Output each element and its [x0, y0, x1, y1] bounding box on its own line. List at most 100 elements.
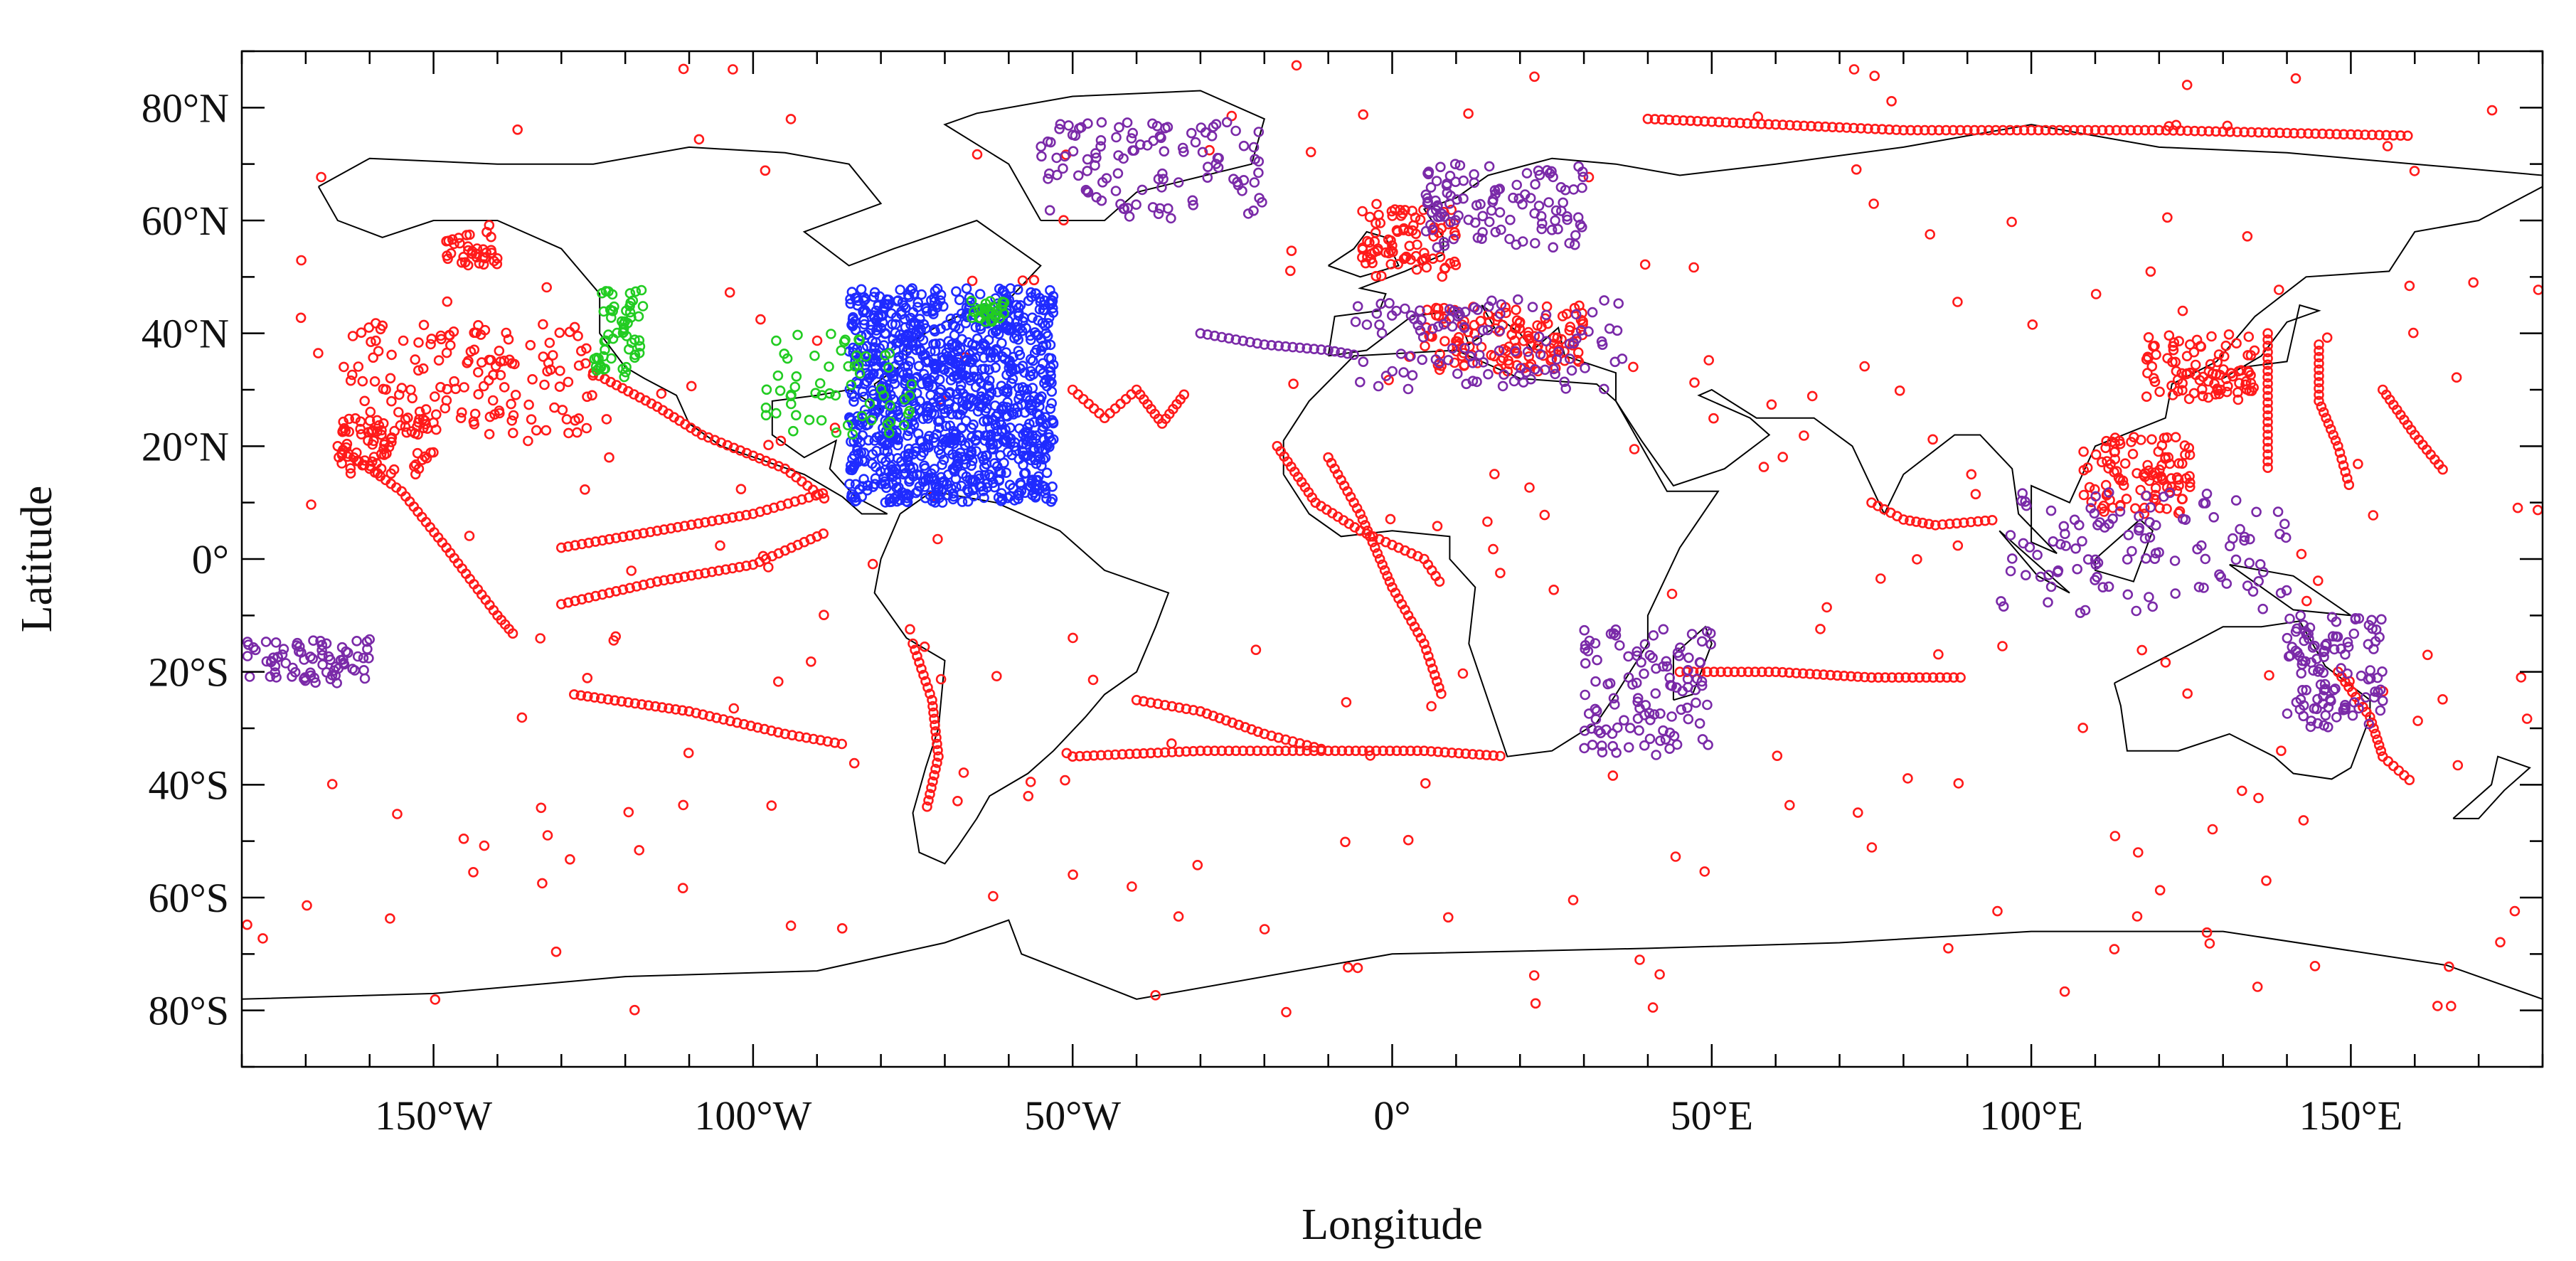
blue-observation-marker [1014, 349, 1026, 361]
purple-observation-marker [1044, 168, 1055, 179]
red-observation-marker [2097, 124, 2108, 136]
purple-observation-marker [1550, 205, 1562, 216]
purple-observation-marker [1350, 316, 1361, 327]
red-observation-marker [347, 331, 358, 341]
red-observation-marker [801, 732, 812, 743]
red-observation-marker [2486, 105, 2498, 116]
red-observation-marker [512, 124, 523, 135]
green-observation-marker [899, 394, 910, 405]
purple-observation-marker [1070, 130, 1081, 141]
red-observation-marker [1856, 123, 1866, 134]
red-observation-marker [763, 440, 774, 451]
red-observation-marker [656, 702, 668, 713]
blue-observation-marker [956, 480, 967, 491]
red-observation-marker [631, 581, 642, 592]
red-observation-marker [2109, 454, 2121, 464]
purple-observation-marker [1212, 152, 1223, 164]
red-observation-marker [1869, 70, 1880, 81]
red-observation-marker [2167, 356, 2178, 368]
red-observation-marker [912, 651, 922, 661]
purple-observation-marker [1242, 208, 1254, 219]
purple-observation-marker [1238, 175, 1250, 186]
red-observation-marker [1757, 666, 1767, 678]
red-observation-marker [672, 573, 683, 583]
red-observation-marker [2314, 389, 2324, 400]
purple-observation-marker [1245, 336, 1256, 348]
red-observation-marker [1818, 669, 1829, 680]
red-observation-marker [316, 171, 326, 183]
red-observation-marker [420, 404, 432, 415]
red-observation-marker [905, 624, 915, 635]
red-observation-marker [931, 732, 942, 743]
purple-observation-marker [2134, 522, 2145, 533]
red-observation-marker [2296, 548, 2307, 560]
red-observation-marker [677, 705, 688, 716]
red-observation-marker [1933, 649, 1944, 660]
purple-observation-marker [1415, 305, 1425, 316]
purple-observation-marker [1564, 353, 1575, 364]
red-observation-marker [2412, 715, 2423, 726]
purple-observation-marker [1517, 236, 1528, 247]
red-observation-marker [555, 366, 565, 376]
blue-observation-marker [938, 454, 949, 465]
purple-observation-marker [1090, 148, 1101, 159]
red-observation-marker [1178, 389, 1190, 400]
purple-observation-marker [1655, 735, 1666, 746]
red-observation-marker [1358, 109, 1368, 120]
red-observation-marker [693, 134, 705, 145]
purple-observation-marker [2298, 619, 2309, 631]
red-observation-marker [638, 579, 649, 590]
red-observation-marker [822, 736, 833, 747]
purple-observation-marker [2141, 490, 2151, 501]
red-observation-marker [734, 561, 745, 573]
purple-observation-marker [2307, 642, 2319, 653]
blue-observation-marker [999, 287, 1009, 298]
purple-observation-marker [2295, 694, 2306, 705]
red-observation-marker [929, 770, 940, 781]
blue-observation-marker [937, 459, 947, 470]
blue-observation-marker [969, 364, 980, 376]
red-observation-marker [295, 312, 307, 324]
red-observation-marker [1813, 121, 1824, 132]
purple-observation-marker [2347, 710, 2358, 721]
purple-observation-marker [2016, 495, 2027, 506]
red-observation-marker [2296, 128, 2306, 139]
purple-observation-marker [2319, 679, 2331, 690]
blue-observation-marker [908, 462, 919, 473]
red-observation-marker [1245, 745, 1256, 756]
blue-observation-marker [920, 349, 930, 361]
red-observation-marker [1378, 745, 1388, 756]
blue-observation-marker [1045, 496, 1057, 507]
red-observation-marker [1930, 520, 1941, 531]
red-observation-marker [738, 718, 750, 730]
purple-observation-marker [358, 652, 369, 664]
red-observation-marker [1495, 750, 1506, 762]
purple-observation-marker [1435, 161, 1446, 173]
green-observation-marker [843, 361, 854, 372]
red-observation-marker [1081, 750, 1092, 762]
blue-observation-marker [1009, 495, 1020, 506]
purple-observation-marker [1508, 192, 1518, 203]
red-observation-marker [650, 701, 661, 712]
red-observation-marker [775, 435, 787, 447]
red-observation-marker [728, 442, 740, 454]
red-observation-marker [2404, 775, 2415, 785]
red-observation-marker [561, 414, 573, 425]
red-observation-marker [1784, 667, 1795, 679]
purple-observation-marker [1443, 354, 1454, 366]
red-observation-marker [1430, 669, 1440, 681]
red-observation-marker [1832, 670, 1843, 681]
purple-observation-marker [1156, 132, 1166, 144]
red-observation-marker [679, 571, 690, 582]
red-observation-marker [458, 834, 469, 844]
purple-observation-marker [1510, 346, 1521, 357]
red-observation-marker [1962, 124, 1973, 136]
purple-observation-marker [1655, 708, 1666, 719]
blue-observation-marker [954, 294, 965, 306]
green-observation-marker [782, 353, 793, 364]
x-tick-label: 50°W [1024, 1092, 1121, 1139]
purple-observation-marker [1096, 117, 1107, 128]
purple-observation-marker [1203, 161, 1213, 172]
red-observation-marker [2139, 472, 2151, 482]
red-observation-marker [2220, 340, 2232, 351]
